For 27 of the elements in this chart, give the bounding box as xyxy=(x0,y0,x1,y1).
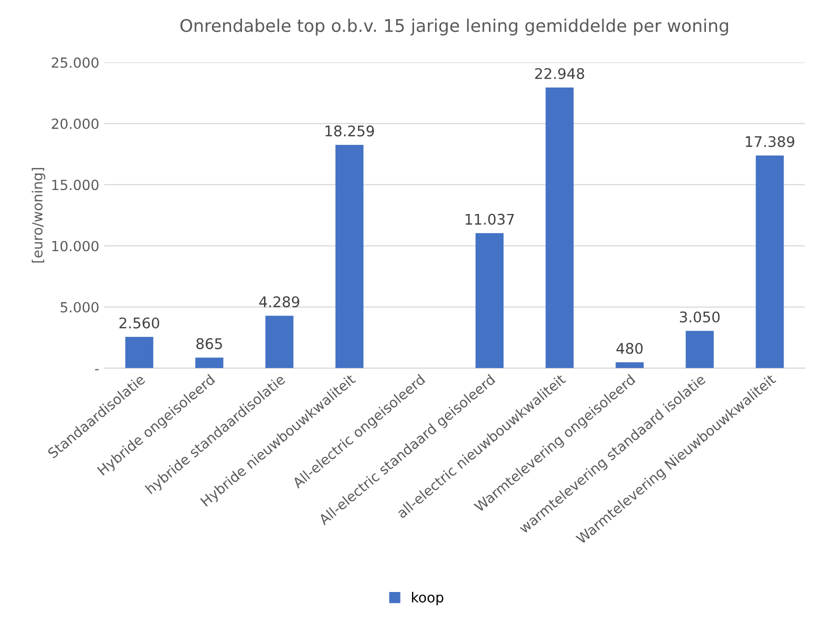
bar xyxy=(546,87,574,368)
data-label: 11.037 xyxy=(466,214,514,225)
data-label: 3.050 xyxy=(680,311,720,322)
data-label: 22.948 xyxy=(535,68,584,80)
y-axis-title: [euro/woning] xyxy=(32,168,46,263)
y-tick-label: 25.000 xyxy=(52,57,98,68)
bar xyxy=(476,233,504,368)
data-label: 4.289 xyxy=(259,296,300,308)
data-label: 18.259 xyxy=(326,125,374,136)
bar xyxy=(616,362,644,368)
bar xyxy=(756,155,784,368)
y-tick-label: 20.000 xyxy=(52,118,98,130)
data-label: 865 xyxy=(196,338,222,350)
bar xyxy=(265,316,294,368)
legend-label: koop xyxy=(412,592,444,606)
chart-title: Onrendabele top o.b.v. 15 jarige lening gemiddelde per woning xyxy=(180,18,728,36)
bar xyxy=(686,330,714,368)
data-label: 480 xyxy=(616,342,643,354)
bar xyxy=(125,336,154,368)
data-label: 17.389 xyxy=(746,136,794,148)
y-tick-label: 15.000 xyxy=(52,180,98,190)
y-tick-label: 5.000 xyxy=(60,302,98,312)
bar xyxy=(195,358,224,368)
y-tick-label: - xyxy=(95,369,99,370)
y-tick-label: 10.000 xyxy=(52,240,98,252)
bar xyxy=(335,144,364,368)
data-label: 2.560 xyxy=(119,317,160,328)
